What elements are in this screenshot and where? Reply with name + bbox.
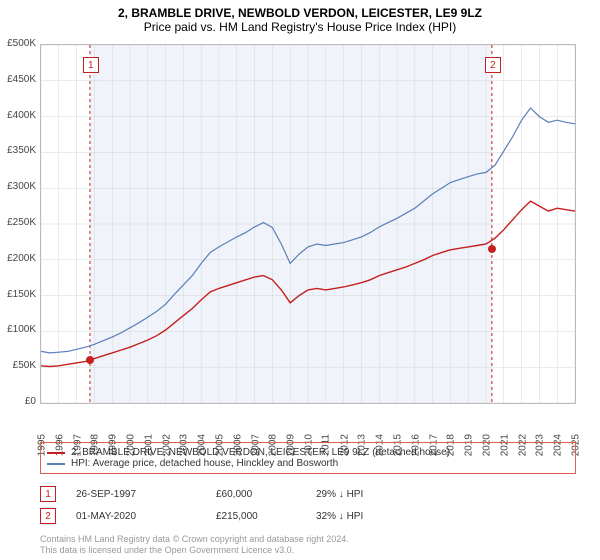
y-axis-label: £150K — [4, 289, 36, 300]
legend-box: 2, BRAMBLE DRIVE, NEWBOLD VERDON, LEICES… — [40, 442, 576, 474]
chart-title-2: Price paid vs. HM Land Registry's House … — [0, 20, 600, 34]
chart-title-1: 2, BRAMBLE DRIVE, NEWBOLD VERDON, LEICES… — [0, 6, 600, 20]
footer-line-2: This data is licensed under the Open Gov… — [40, 545, 576, 556]
y-axis-label: £250K — [4, 217, 36, 228]
footer-attribution: Contains HM Land Registry data © Crown c… — [40, 534, 576, 556]
transaction-price: £60,000 — [216, 489, 316, 500]
y-axis-label: £300K — [4, 181, 36, 192]
chart-svg — [41, 45, 575, 403]
y-axis-label: £400K — [4, 110, 36, 121]
transaction-price: £215,000 — [216, 511, 316, 522]
transaction-row: 2 01-MAY-2020£215,00032% ↓ HPI — [40, 508, 576, 524]
legend-label: HPI: Average price, detached house, Hinc… — [71, 458, 338, 469]
y-axis-label: £0 — [4, 396, 36, 407]
sale-marker-box: 1 — [83, 57, 99, 73]
sale-point-dot — [488, 245, 496, 253]
transaction-hpi: 29% ↓ HPI — [316, 489, 436, 500]
y-axis-label: £450K — [4, 74, 36, 85]
sale-point-dot — [86, 356, 94, 364]
legend-swatch — [47, 452, 65, 454]
transaction-row: 1 26-SEP-1997£60,00029% ↓ HPI — [40, 486, 576, 502]
legend-row: HPI: Average price, detached house, Hinc… — [47, 458, 569, 469]
y-axis-label: £100K — [4, 324, 36, 335]
legend-label: 2, BRAMBLE DRIVE, NEWBOLD VERDON, LEICES… — [71, 447, 450, 458]
transaction-date: 26-SEP-1997 — [76, 489, 216, 500]
chart-plot-area: 12 — [40, 44, 576, 404]
footer-line-1: Contains HM Land Registry data © Crown c… — [40, 534, 576, 545]
legend-swatch — [47, 463, 65, 465]
y-axis-label: £500K — [4, 38, 36, 49]
y-axis-label: £200K — [4, 253, 36, 264]
transaction-num-box: 1 — [40, 486, 56, 502]
y-axis-label: £350K — [4, 145, 36, 156]
transaction-num-box: 2 — [40, 508, 56, 524]
legend-row: 2, BRAMBLE DRIVE, NEWBOLD VERDON, LEICES… — [47, 447, 569, 458]
y-axis-label: £50K — [4, 360, 36, 371]
transaction-date: 01-MAY-2020 — [76, 511, 216, 522]
sale-marker-box: 2 — [485, 57, 501, 73]
transaction-hpi: 32% ↓ HPI — [316, 511, 436, 522]
